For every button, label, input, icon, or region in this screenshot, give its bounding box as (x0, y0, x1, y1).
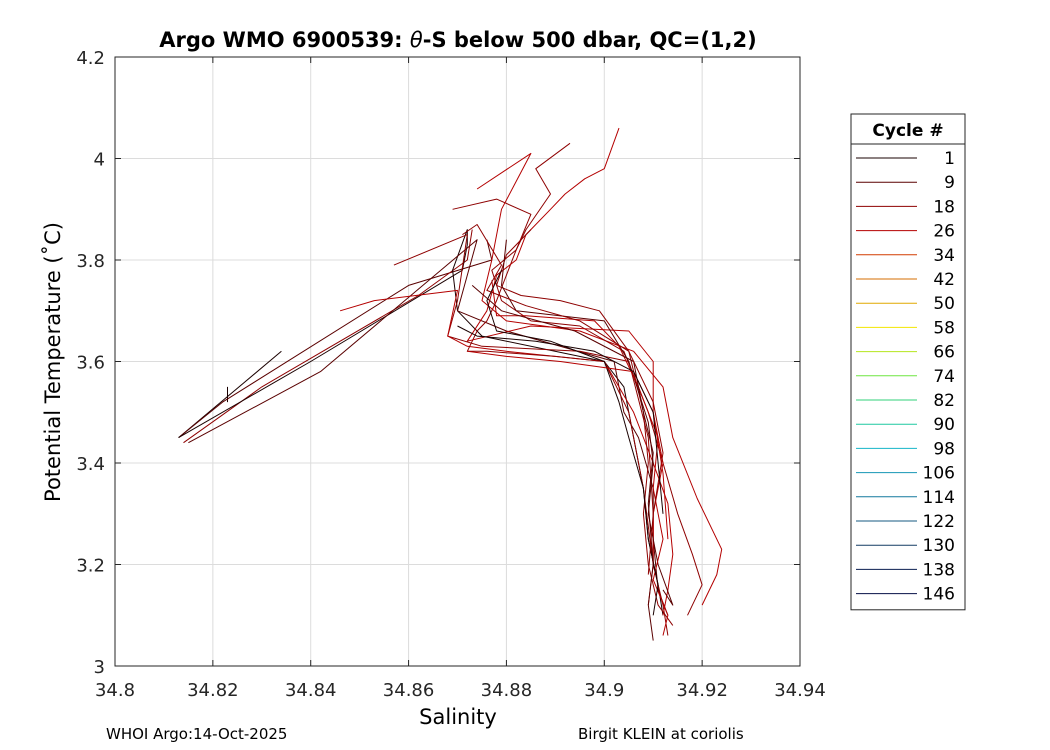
legend-label: 18 (933, 197, 955, 217)
series-line (178, 239, 493, 438)
legend-label: 50 (933, 294, 955, 314)
y-axis-label: Potential Temperature (˚C) (41, 222, 65, 502)
legend-label: 58 (933, 318, 955, 338)
series-line (452, 198, 654, 565)
x-tick-label: 34.92 (676, 680, 728, 701)
legend-label: 90 (933, 415, 955, 435)
legend-box (850, 113, 966, 611)
legend-label: 82 (933, 391, 955, 411)
x-tick-label: 34.94 (774, 680, 826, 701)
legend-label: 26 (933, 222, 955, 242)
x-tick-label: 34.86 (383, 680, 435, 701)
legend-label: 42 (933, 270, 955, 290)
y-tick-label: 4 (94, 150, 105, 171)
legend-label: 106 (923, 464, 955, 484)
series-line (466, 127, 664, 606)
x-tick-label: 34.84 (285, 680, 337, 701)
y-tick-label: 4.2 (76, 48, 105, 69)
y-tick-label: 3 (94, 657, 105, 678)
series-line (471, 285, 654, 641)
series-line (486, 269, 659, 616)
series-line (501, 239, 674, 606)
legend-label: 98 (933, 439, 955, 459)
y-tick-label: 3.2 (76, 556, 105, 577)
series-line (462, 224, 664, 575)
legend-label: 114 (923, 488, 955, 508)
footer-credit-right: Birgit KLEIN at coriolis (578, 725, 744, 743)
series-line (188, 239, 669, 616)
x-tick-label: 34.9 (584, 680, 624, 701)
grid (114, 56, 801, 667)
legend-label: 9 (944, 173, 955, 193)
title-suffix: -S below 500 dbar, QC=(1,2) (423, 28, 757, 52)
x-tick-label: 34.88 (481, 680, 533, 701)
chart-title: Argo WMO 6900539: θ-S below 500 dbar, QC… (159, 28, 756, 52)
legend-label: 66 (933, 343, 955, 363)
legend-label: 1 (944, 149, 955, 169)
axis-ticks: 34.8 34.82 34.84 34.86 34.88 34.9 34.92 34.94 3 3… (76, 48, 825, 701)
x-tick-label: 34.82 (187, 680, 239, 701)
series-line (491, 142, 703, 616)
x-tick-label: 34.8 (95, 680, 135, 701)
legend-label: 74 (933, 367, 955, 387)
title-prefix: Argo WMO 6900539: (159, 28, 410, 52)
series-line (457, 325, 664, 514)
series-line (476, 152, 723, 606)
footer-credit-left: WHOI Argo:14-Oct-2025 (106, 725, 288, 743)
series-line (496, 229, 674, 626)
x-axis-label: Salinity (419, 705, 497, 729)
series-group (178, 127, 723, 641)
legend-label: 34 (933, 246, 955, 266)
title-theta: θ (410, 28, 423, 52)
legend-label: 138 (923, 560, 955, 580)
legend-label: 122 (923, 512, 955, 532)
legend-label: 146 (923, 585, 955, 605)
y-tick-label: 3.6 (76, 353, 105, 374)
y-tick-label: 3.8 (76, 251, 105, 272)
y-tick-label: 3.4 (76, 454, 105, 475)
legend-title: Cycle # (872, 121, 943, 141)
legend: Cycle #1 9 18 26 34 42 50 58 66 74 82 90 98 106 114 122… (850, 113, 966, 611)
legend-label: 130 (923, 536, 955, 556)
series-line (393, 234, 669, 636)
